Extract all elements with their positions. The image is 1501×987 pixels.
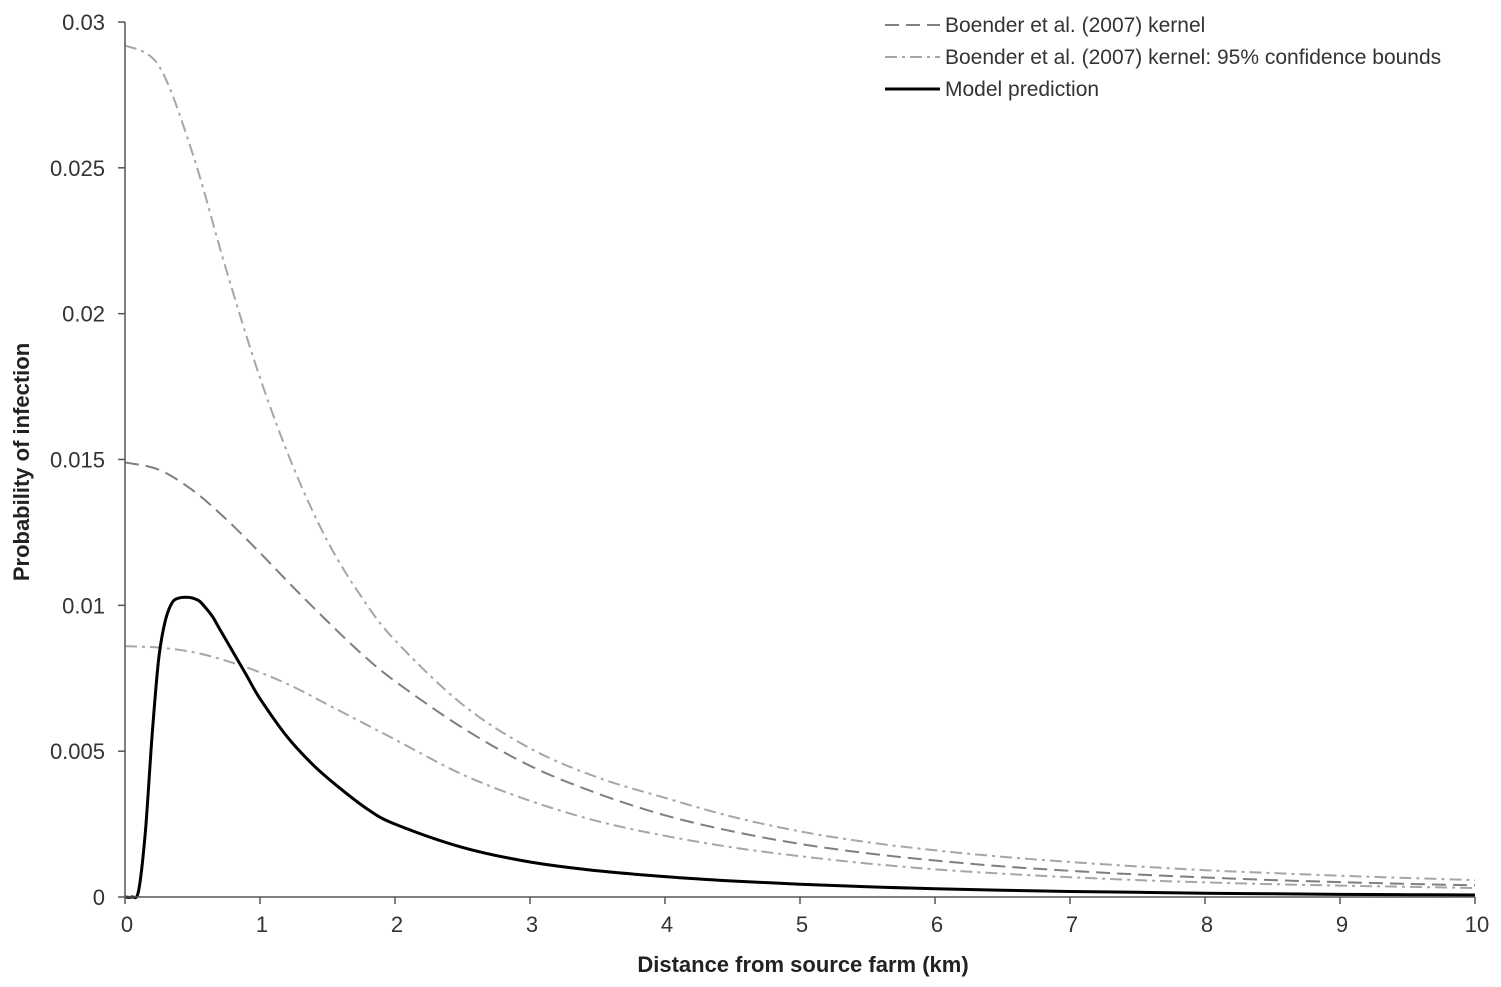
x-tick-label: 0: [121, 912, 133, 937]
y-tick-label: 0.025: [50, 156, 105, 181]
x-tick-label: 1: [256, 912, 268, 937]
y-tick-label: 0: [93, 885, 105, 910]
x-tick-label: 4: [661, 912, 673, 937]
y-tick-label: 0.03: [62, 10, 105, 35]
legend-label-boender-et-al-2007-kernel: Boender et al. (2007) kernel: [945, 14, 1205, 37]
x-tick-label: 5: [796, 912, 808, 937]
axes-group: [124, 22, 1475, 898]
x-tick-label: 10: [1465, 912, 1489, 937]
x-tick-label: 9: [1336, 912, 1348, 937]
y-axis-title: Probability of infection: [9, 343, 34, 581]
y-tick-label: 0.01: [62, 593, 105, 618]
legend-label-model-prediction: Model prediction: [945, 78, 1099, 101]
series-line-boender-et-al-2007-kernel: [124, 461, 1476, 887]
legend: Boender et al. (2007) kernel Boender et a…: [885, 14, 1441, 101]
x-tick-label: 2: [391, 912, 403, 937]
x-tick-label: 6: [931, 912, 943, 937]
series-line-confidence-bound-lower: [124, 645, 1476, 889]
tick-group: 0 1 2 3 4 5 6 7 8 9 10 0 0.005 0.01 0.015 0.02 0.025 0.03: [50, 10, 1489, 937]
y-tick-label: 0.015: [50, 448, 105, 473]
x-tick-label: 3: [526, 912, 538, 937]
x-tick-label: 8: [1201, 912, 1213, 937]
series-line-boender-et-al-2007-kernel-95-confidence-bounds: [124, 44, 1476, 882]
series-line-model-prediction: [124, 595, 1476, 900]
legend-label-boender-et-al-2007-kernel-95-confidence-bounds: Boender et al. (2007) kernel: 95% confid…: [945, 46, 1441, 69]
y-tick-label: 0.005: [50, 739, 105, 764]
x-tick-label: 7: [1066, 912, 1078, 937]
x-axis-title: Distance from source farm (km): [637, 952, 968, 977]
plot-series-group: [124, 44, 1476, 900]
y-tick-label: 0.02: [62, 302, 105, 327]
